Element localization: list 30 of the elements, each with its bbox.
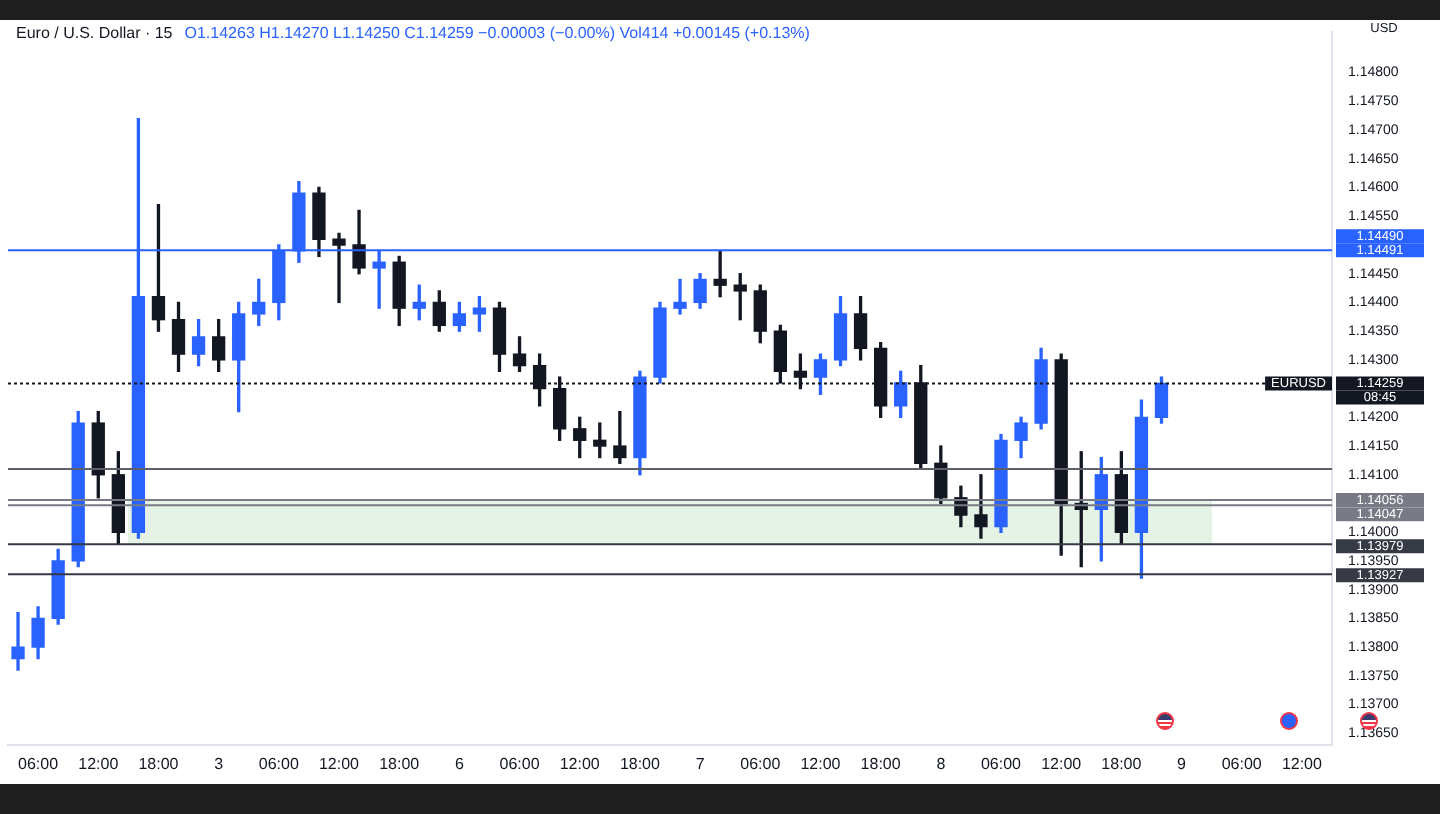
x-tick-label: 8: [936, 754, 947, 773]
x-tick-label: 18:00: [1101, 754, 1143, 773]
x-tick-label: 12:00: [78, 754, 120, 773]
x-tick-label: 12:00: [800, 754, 842, 773]
candlestick: [332, 232, 346, 304]
x-tick-label: 12:00: [318, 754, 361, 773]
x-tick-label: 6: [454, 754, 465, 773]
x-tick-label: 18:00: [379, 754, 421, 773]
x-tick-label: 12:00: [1041, 754, 1083, 773]
chart-title: Euro / U.S. Dollar · 15: [16, 24, 173, 42]
x-tick-label: 7: [695, 754, 706, 773]
candlestick: [974, 474, 988, 539]
x-tick-label: 06:00: [258, 754, 300, 773]
x-tick-label: 12:00: [1281, 754, 1324, 773]
candlestick: [11, 612, 25, 671]
x-tick-label: 06:00: [740, 754, 782, 773]
x-tick-label: 9: [1177, 754, 1188, 773]
x-tick-label: 3: [214, 754, 225, 773]
x-tick-label: 12:00: [559, 754, 601, 773]
candlestick: [673, 278, 687, 315]
x-tick-label: 06:00: [1221, 754, 1263, 773]
chart-subtitle: O1.14263 H1.14270 L1.14250 C1.14259 −0.00003 (−0.00%) Vol414 +0.00145 (+0.13%): [184, 24, 810, 42]
x-tick-label: 06:00: [18, 754, 60, 773]
x-tick-label: 18:00: [860, 754, 902, 773]
x-tick-label: 06:00: [980, 754, 1023, 773]
candlestick: [613, 410, 627, 464]
candlestick: [713, 250, 727, 298]
x-tick-label: 18:00: [619, 754, 662, 773]
x-tick-label: 06:00: [499, 754, 541, 773]
x-tick-label: 18:00: [138, 754, 180, 773]
